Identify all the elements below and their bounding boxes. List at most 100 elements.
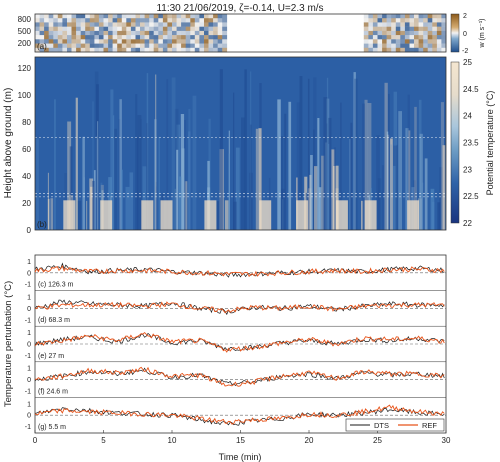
- panel-b-streak: [192, 95, 197, 230]
- panel-a-cell: [67, 26, 72, 32]
- panel-a-cell: [199, 14, 205, 19]
- panel-b-streak: [93, 170, 96, 230]
- panel-a-cell: [377, 22, 383, 27]
- panel-b-streak: [36, 138, 39, 230]
- panel-a-cell: [149, 26, 155, 32]
- panel-a-cell: [103, 43, 109, 49]
- panel-a-cell: [204, 30, 209, 36]
- panel-a-cell: [213, 22, 218, 27]
- panel-a-cell: [386, 26, 392, 32]
- panel-b-ytick: 80: [22, 118, 31, 127]
- panel-a-cell: [89, 35, 95, 40]
- panel-a-cell: [436, 35, 442, 40]
- panel-a-cell: [76, 35, 81, 40]
- panel-b-warm-plume: [204, 200, 217, 230]
- panel-b-streak: [77, 200, 82, 230]
- panel-a-cell: [181, 26, 186, 32]
- panel-a-cell: [126, 18, 132, 23]
- panel-a-cell: [395, 43, 401, 49]
- panel-a-cell: [432, 14, 438, 19]
- panel-a-cell: [89, 30, 95, 36]
- panel-b-streak: [249, 124, 252, 230]
- panel-b-streak: [340, 102, 342, 230]
- perturbation-ytick: 0: [27, 342, 31, 349]
- panel-a-cell: [103, 22, 109, 27]
- panel-a-cell: [149, 39, 155, 44]
- legend-dts-label: DTS: [374, 421, 389, 430]
- panel-b-streak: [308, 188, 312, 230]
- panel-b-streak: [47, 172, 49, 230]
- panel-a-cell: [400, 39, 406, 44]
- panel-a-cell: [144, 26, 150, 32]
- legend-box: [345, 418, 445, 432]
- panel-a-cell: [85, 26, 91, 32]
- panel-a-cell: [85, 35, 91, 40]
- panel-b-warm-plume: [335, 200, 348, 230]
- panel-a-cell: [181, 18, 186, 23]
- panel-a-cell: [121, 18, 127, 23]
- panel-a-cell: [48, 35, 54, 40]
- panel-a-cell: [94, 43, 100, 49]
- panel-a-cell: [441, 47, 447, 53]
- colorbar-w-bar: [450, 13, 460, 53]
- panel-b-streak: [258, 128, 262, 230]
- panel-a-cell: [76, 22, 81, 27]
- panel-a-cell: [103, 39, 109, 44]
- panel-b-streak: [318, 187, 322, 230]
- panel-b-streak: [69, 146, 73, 230]
- panel-a-cell: [172, 14, 177, 19]
- panel-a-cell: [190, 30, 196, 36]
- panel-b-streak: [299, 76, 303, 230]
- panel-a-cell: [208, 30, 214, 36]
- panel-a-cell: [172, 30, 177, 36]
- panel-a-cell: [185, 30, 191, 36]
- panel-a-cell: [222, 14, 228, 19]
- panel-a-cell: [135, 22, 141, 27]
- panel-b-streak: [390, 138, 393, 230]
- panel-a-cell: [98, 14, 104, 19]
- panel-a-cell: [418, 26, 424, 32]
- panel-a-cell: [144, 43, 150, 49]
- panel-a-cell: [85, 22, 91, 27]
- panel-a-frame: [34, 13, 447, 53]
- panel-b-streak: [405, 128, 409, 230]
- panel-a-cell: [404, 43, 410, 49]
- panel-b-streak: [296, 102, 300, 230]
- panel-a-cell: [386, 43, 392, 49]
- panel-b-streak: [407, 94, 410, 230]
- panel-a-cell: [149, 18, 155, 23]
- panel-a-cell: [368, 39, 374, 44]
- panel-b-streak: [388, 93, 390, 230]
- panel-b-streak: [421, 182, 424, 230]
- panel-a-cell: [108, 26, 113, 32]
- xtick-label: 30: [442, 436, 451, 445]
- panel-a-cell: [98, 30, 104, 36]
- panel-a-cell: [213, 30, 218, 36]
- panel-a-cell: [418, 18, 424, 23]
- panel-a-cell: [194, 43, 200, 49]
- panel-a-cell: [67, 14, 72, 19]
- panel-a-cell: [140, 30, 145, 36]
- panel-a-cell: [48, 18, 54, 23]
- perturbation-ytick: 0: [27, 413, 31, 420]
- panel-a-cell: [427, 47, 433, 53]
- panel-b-streak: [219, 69, 223, 230]
- panel-a-cell: [199, 26, 205, 32]
- panel-a-cell: [44, 43, 49, 49]
- panel-a-cell: [391, 35, 397, 40]
- panel-a-cell: [126, 39, 132, 44]
- panel-a-cell: [98, 22, 104, 27]
- panel-b-streak: [174, 188, 177, 230]
- panel-a-cell: [62, 18, 68, 23]
- panel-a-cell: [181, 14, 186, 19]
- panel-a-cell: [135, 47, 141, 53]
- panel-a-cell: [372, 35, 378, 40]
- panel-a-cell: [400, 18, 406, 23]
- panel-a-cell: [213, 18, 218, 23]
- panel-a-cell: [372, 43, 378, 49]
- panel-a-cell: [404, 35, 410, 40]
- panel-a-cell: [44, 26, 49, 32]
- panel-a-cell: [39, 26, 45, 32]
- panel-a-cell: [190, 35, 196, 40]
